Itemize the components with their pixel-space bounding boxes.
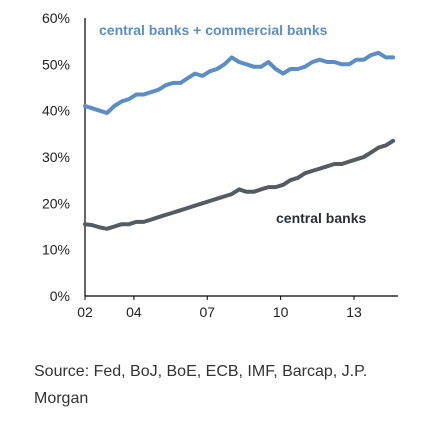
annotation-central: central banks [276,210,366,226]
y-tick-label: 10% [42,242,70,258]
x-tick-label: 13 [346,304,362,320]
y-tick-label: 30% [42,149,70,165]
series-group [83,50,396,231]
x-tick-label: 04 [126,304,142,320]
y-tick-label: 50% [42,56,70,72]
y-tick-label: 60% [42,10,70,26]
x-tick-label: 02 [77,304,93,320]
series-line-central [83,138,396,231]
annotation-total: central banks + commercial banks [99,22,328,38]
y-tick-label: 40% [42,103,70,119]
y-axis-ticks: 0% 10% 20% 30% 40% 50% 60% [42,10,70,304]
chart: 0% 10% 20% 30% 40% 50% 60% 02 04 07 10 13 central … [42,10,398,320]
x-axis-ticks: 02 04 07 10 13 [77,296,362,320]
x-tick-label: 10 [273,304,289,320]
x-tick-label: 07 [199,304,215,320]
series-line-total [83,50,396,115]
y-tick-label: 20% [42,195,70,211]
source-note: Source: Fed, BoJ, BoE, ECB, IMF, Barcap,… [34,363,368,407]
y-tick-label: 0% [50,288,70,304]
